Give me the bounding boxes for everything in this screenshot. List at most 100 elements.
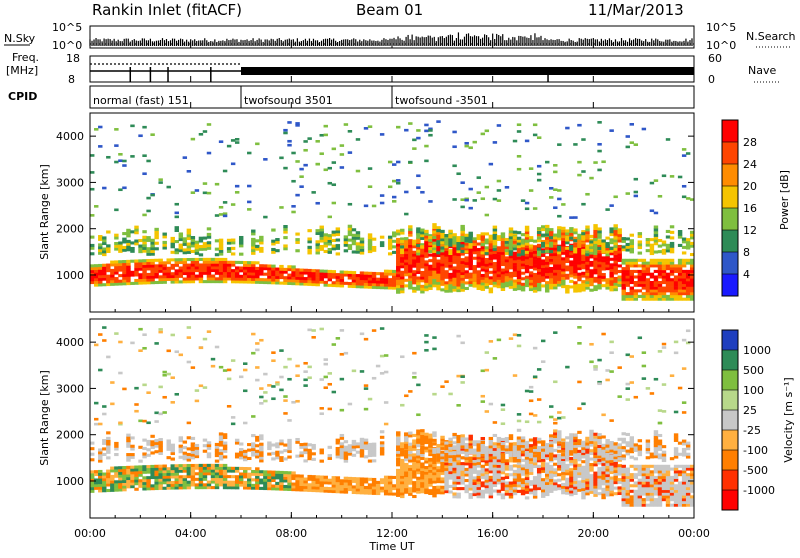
heatmap-cell (142, 384, 146, 387)
heatmap-cell (642, 281, 646, 284)
heatmap-cell (460, 181, 464, 184)
heatmap-cell (287, 276, 291, 279)
heatmap-cell (287, 447, 291, 450)
heatmap-cell (485, 457, 489, 460)
heatmap-cell (493, 256, 497, 259)
heatmap-cell (279, 389, 283, 392)
heatmap-cell (424, 480, 428, 483)
heatmap-cell (420, 271, 424, 274)
heatmap-cell (678, 264, 682, 267)
heatmap-cell (102, 475, 106, 478)
heatmap-cell (183, 240, 187, 243)
heatmap-cell (529, 469, 533, 472)
heatmap-cell (126, 436, 130, 439)
heatmap-cell (207, 233, 211, 236)
heatmap-cell (630, 270, 634, 273)
heatmap-cell (460, 239, 464, 242)
heatmap-cell (372, 238, 376, 241)
heatmap-cell (549, 284, 553, 287)
heatmap-cell (348, 247, 352, 250)
heatmap-cell (541, 464, 545, 467)
heatmap-cell (577, 275, 581, 278)
heatmap-cell (348, 203, 352, 206)
heatmap-cell (444, 248, 448, 251)
heatmap-cell (400, 489, 404, 492)
heatmap-cell (251, 249, 255, 252)
heatmap-cell (581, 241, 585, 244)
heatmap-cell (452, 492, 456, 495)
heatmap-cell (372, 283, 376, 286)
heatmap-cell (259, 402, 263, 405)
heatmap-cell (279, 442, 283, 445)
heatmap-cell (642, 264, 646, 267)
heatmap-cell (481, 484, 485, 487)
heatmap-cell (388, 281, 392, 284)
heatmap-cell (98, 235, 102, 238)
heatmap-cell (239, 236, 243, 239)
heatmap-cell (549, 270, 553, 273)
heatmap-cell (179, 470, 183, 473)
heatmap-cell (235, 191, 239, 194)
y-tick-label: 1000 (56, 269, 84, 282)
heatmap-cell (364, 480, 368, 483)
heatmap-cell (110, 489, 114, 492)
heatmap-cell (513, 489, 517, 492)
heatmap-cell (102, 486, 106, 489)
heatmap-cell (517, 262, 521, 265)
heatmap-cell (404, 439, 408, 442)
heatmap-cell (150, 470, 154, 473)
heatmap-cell (372, 280, 376, 283)
heatmap-cell (142, 347, 146, 350)
heatmap-cell (585, 234, 589, 237)
heatmap-cell (122, 388, 126, 391)
heatmap-cell (404, 463, 408, 466)
heatmap-cell (569, 233, 573, 236)
heatmap-cell (497, 481, 501, 484)
heatmap-cell (102, 236, 106, 239)
heatmap-cell (464, 265, 468, 268)
heatmap-cell (428, 259, 432, 262)
heatmap-cell (452, 236, 456, 239)
heatmap-cell (376, 484, 380, 487)
heatmap-cell (114, 271, 118, 274)
heatmap-cell (549, 468, 553, 471)
heatmap-cell (485, 258, 489, 261)
heatmap-cell (106, 483, 110, 486)
heatmap-cell (400, 442, 404, 445)
heatmap-cell (251, 270, 255, 273)
heatmap-cell (537, 441, 541, 444)
heatmap-cell (416, 236, 420, 239)
heatmap-cell (444, 287, 448, 290)
heatmap-cell (452, 131, 456, 134)
heatmap-cell (513, 470, 517, 473)
heatmap-cell (662, 252, 666, 255)
heatmap-cell (154, 281, 158, 284)
heatmap-cell (195, 455, 199, 458)
heatmap-cell (219, 247, 223, 250)
heatmap-cell (219, 213, 223, 216)
heatmap-cell (626, 275, 630, 278)
heatmap-cell (436, 246, 440, 249)
heatmap-cell (352, 485, 356, 488)
heatmap-cell (605, 284, 609, 287)
heatmap-cell (102, 478, 106, 481)
heatmap-cell (324, 250, 328, 253)
heatmap-cell (251, 261, 255, 264)
heatmap-cell (404, 248, 408, 251)
heatmap-cell (364, 478, 368, 481)
heatmap-cell (501, 263, 505, 266)
heatmap-cell (682, 238, 686, 241)
heatmap-cell (223, 486, 227, 489)
heatmap-cell (404, 477, 408, 480)
heatmap-cell (255, 349, 259, 352)
heatmap-cell (493, 464, 497, 467)
heatmap-cell (158, 267, 162, 270)
heatmap-cell (211, 464, 215, 467)
heatmap-cell (380, 478, 384, 481)
heatmap-cell (517, 245, 521, 248)
heatmap-cell (243, 362, 247, 365)
heatmap-cell (348, 230, 352, 233)
heatmap-cell (408, 250, 412, 253)
heatmap-cell (408, 270, 412, 273)
heatmap-cell (557, 198, 561, 201)
